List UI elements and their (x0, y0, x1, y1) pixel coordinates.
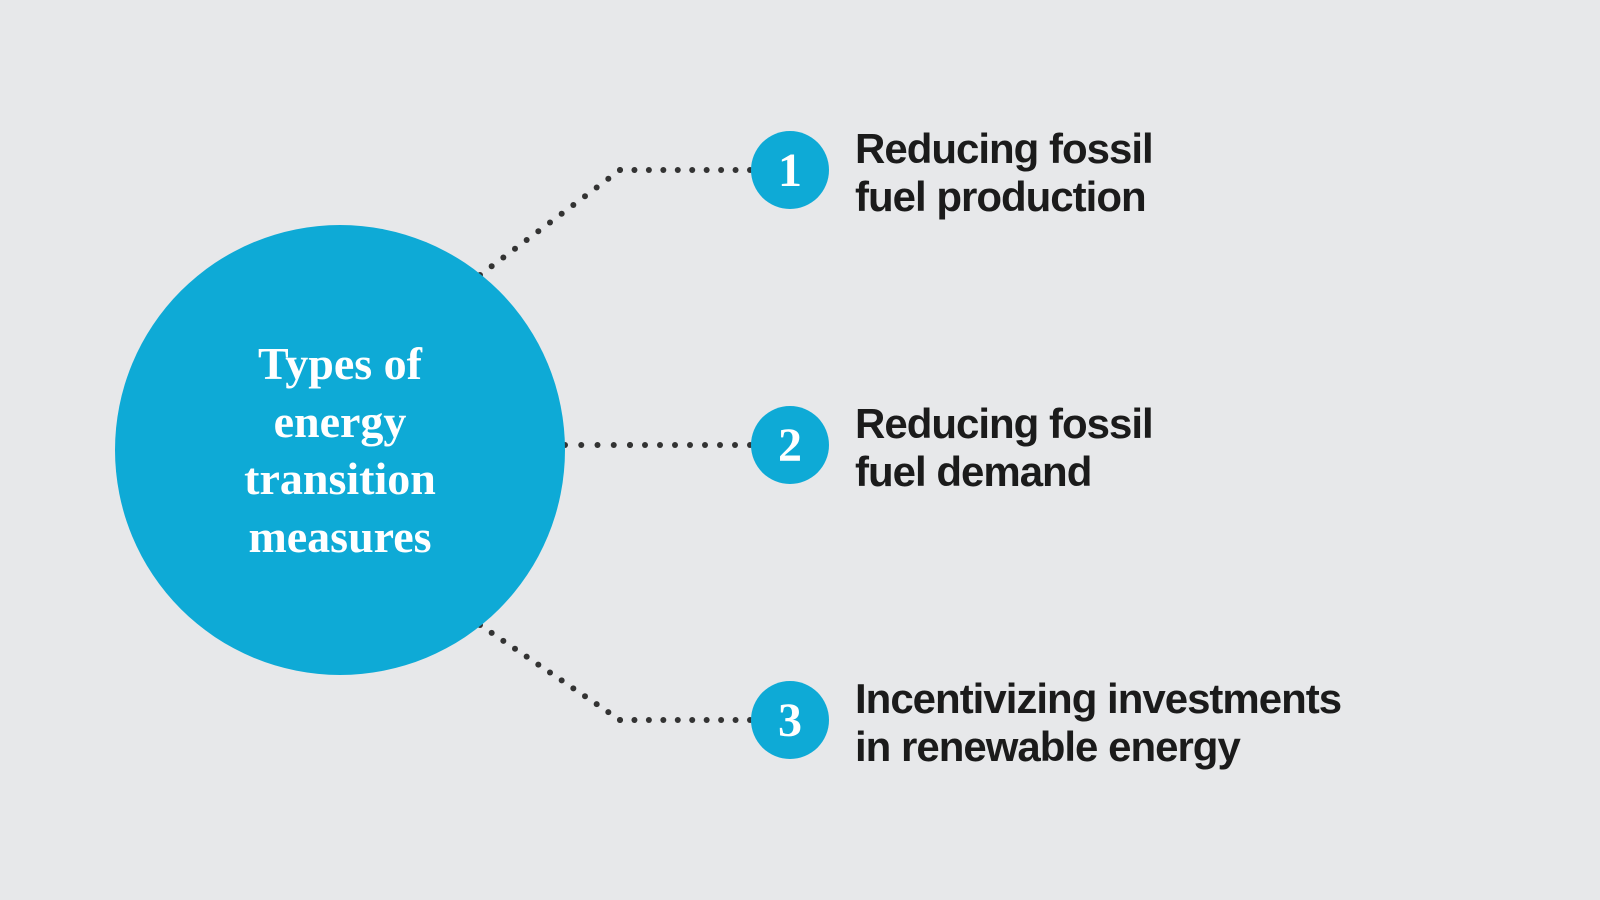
central-hub-circle: Types of energy transition measures (115, 225, 565, 675)
node-label-3: Incentivizing investments in renewable e… (855, 675, 1341, 772)
infographic-canvas: Types of energy transition measures 1 Re… (0, 0, 1600, 900)
node-number-2: 2 (778, 418, 802, 473)
node-badge-1: 1 (751, 131, 829, 209)
central-hub-label: Types of energy transition measures (244, 335, 436, 565)
node-label-2: Reducing fossil fuel demand (855, 400, 1153, 497)
node-badge-3: 3 (751, 681, 829, 759)
node-badge-2: 2 (751, 406, 829, 484)
node-number-3: 3 (778, 693, 802, 748)
node-number-1: 1 (778, 143, 802, 198)
node-label-1: Reducing fossil fuel production (855, 125, 1153, 222)
